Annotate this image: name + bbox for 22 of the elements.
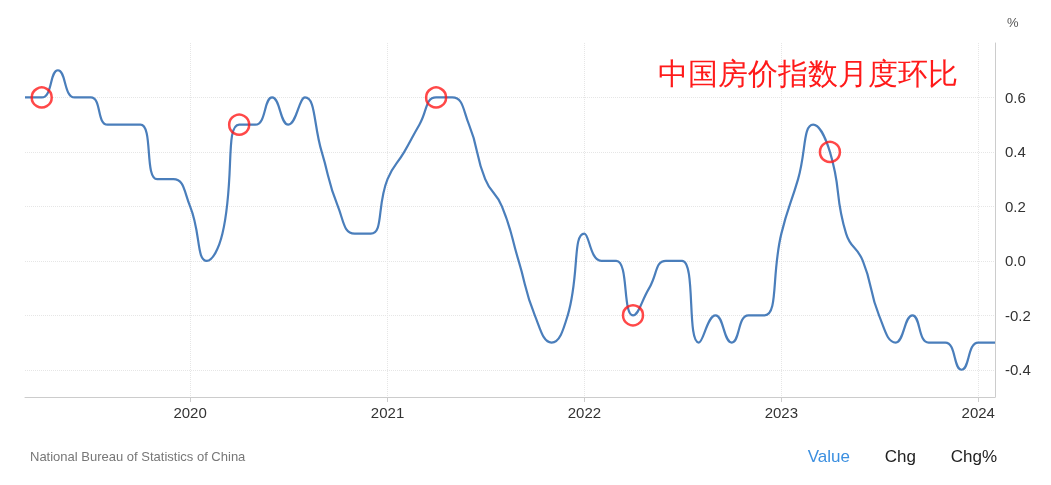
x-tick-label: 2023 xyxy=(764,404,799,421)
chart-title: 中国房价指数月度环比 xyxy=(658,55,958,91)
y-axis-title: % xyxy=(1007,15,1019,30)
point xyxy=(227,113,251,136)
point xyxy=(30,86,53,109)
y-tick-label: 0.6 xyxy=(1005,88,1026,106)
text: National Bureau of Statistics of China xyxy=(30,449,247,464)
x-tick-label: 2022 xyxy=(567,404,602,421)
text: Value xyxy=(807,447,850,466)
y-tick-label: 0.2 xyxy=(1005,197,1026,215)
point xyxy=(818,140,842,164)
y-tick-label: -0.4 xyxy=(1005,361,1031,379)
x-tick-label: 2024 xyxy=(961,404,995,421)
x-tick-label: 2021 xyxy=(370,404,405,421)
text: Chg% xyxy=(950,447,998,466)
y-tick-label: 0.0 xyxy=(1005,252,1026,270)
x-tick-label: 2020 xyxy=(173,404,207,421)
text: Chg xyxy=(884,447,916,466)
y-tick-label: -0.2 xyxy=(1005,306,1031,324)
point xyxy=(621,304,645,327)
y-tick-label: 0.4 xyxy=(1005,143,1026,161)
point xyxy=(424,86,448,109)
